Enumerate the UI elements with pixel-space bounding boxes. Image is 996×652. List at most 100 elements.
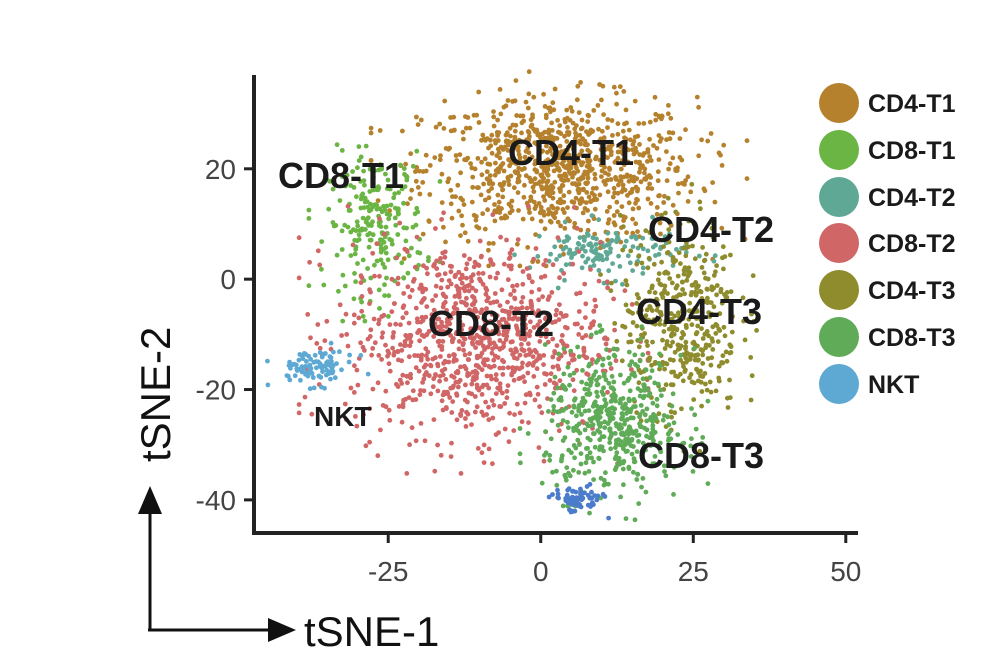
data-point (684, 278, 690, 283)
data-point (535, 259, 541, 264)
data-point (724, 295, 729, 301)
data-point (608, 366, 614, 371)
data-point (544, 187, 550, 193)
data-point (526, 203, 531, 209)
data-point (644, 386, 650, 392)
data-point (501, 104, 507, 110)
data-point (334, 252, 340, 258)
data-point (505, 98, 511, 103)
data-point (512, 367, 518, 373)
data-point (509, 372, 515, 378)
data-point (709, 336, 715, 342)
data-point (679, 335, 684, 341)
data-point (582, 427, 588, 433)
data-point (533, 232, 538, 238)
data-point (370, 219, 375, 225)
data-point (505, 299, 510, 305)
data-point (741, 318, 746, 324)
data-point (499, 287, 505, 293)
data-point (613, 158, 619, 164)
data-point (664, 339, 670, 344)
data-point (699, 137, 704, 143)
data-point (440, 304, 446, 310)
data-point (296, 402, 302, 407)
data-point (562, 226, 568, 231)
data-point (708, 131, 714, 136)
data-point (570, 146, 576, 152)
data-point (584, 163, 590, 169)
data-point (601, 371, 607, 377)
data-point (666, 130, 672, 135)
data-point (674, 247, 679, 252)
data-point (517, 352, 523, 358)
data-point (433, 283, 439, 289)
data-point (462, 230, 468, 236)
data-point (462, 364, 467, 369)
data-point (540, 294, 545, 300)
data-point (485, 207, 490, 213)
data-point (569, 108, 575, 114)
data-point (570, 502, 575, 507)
data-point (621, 146, 626, 152)
data-point (561, 193, 567, 199)
data-point (519, 419, 525, 425)
data-point (615, 234, 620, 240)
data-point (525, 129, 531, 134)
data-point (593, 242, 599, 247)
data-point (601, 448, 606, 454)
data-point (620, 281, 625, 287)
data-point (420, 380, 425, 385)
data-point (694, 316, 699, 321)
data-point (698, 206, 703, 212)
data-point (490, 346, 495, 352)
data-point (437, 157, 443, 163)
data-point (395, 208, 401, 213)
data-point (504, 388, 510, 394)
data-point (406, 395, 412, 400)
data-point (559, 182, 565, 188)
data-point (296, 275, 302, 281)
data-point (656, 271, 662, 276)
data-point (571, 205, 577, 210)
data-point (461, 202, 467, 208)
data-point (585, 387, 591, 392)
data-point (449, 410, 455, 415)
data-point (654, 211, 660, 217)
data-point (401, 166, 407, 172)
data-point (630, 230, 636, 236)
data-point (356, 315, 362, 321)
data-point (542, 382, 548, 387)
data-point (587, 510, 592, 516)
data-point (589, 190, 595, 196)
data-point (598, 272, 603, 277)
data-point (351, 227, 356, 233)
data-point (517, 426, 523, 431)
data-point (464, 310, 470, 316)
data-point (469, 340, 475, 345)
data-point (536, 153, 542, 159)
data-point (314, 341, 320, 346)
data-point (484, 327, 489, 333)
data-point (374, 202, 380, 208)
data-point (355, 223, 361, 229)
data-point (676, 250, 682, 256)
data-point (595, 411, 601, 416)
data-point (728, 289, 734, 295)
data-point (688, 292, 694, 298)
data-point (531, 374, 537, 379)
data-point (685, 273, 691, 279)
data-point (564, 492, 570, 498)
data-point (573, 130, 578, 136)
data-point (356, 232, 362, 238)
data-point (662, 193, 667, 199)
data-point (696, 104, 701, 110)
data-point (598, 239, 604, 245)
data-point (561, 163, 567, 169)
data-point (584, 446, 589, 451)
data-point (647, 119, 653, 125)
data-point (676, 319, 682, 325)
data-point (664, 149, 669, 155)
data-point (294, 366, 300, 372)
data-point (526, 361, 532, 366)
legend-swatch-cd8-t3 (819, 317, 859, 357)
